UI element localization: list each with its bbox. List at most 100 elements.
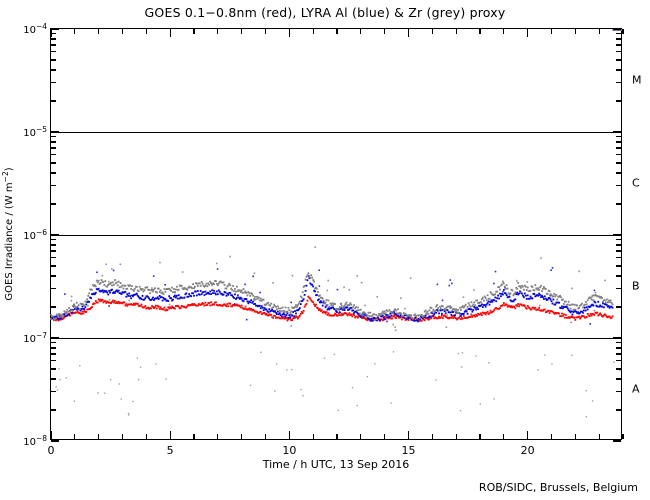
x-axis-tick-label: 0 [47, 444, 55, 457]
x-axis-tick-minor [241, 29, 243, 34]
y-axis-tick-minor [616, 347, 621, 349]
x-axis-tick-minor [479, 29, 481, 34]
x-axis-tick-minor [455, 29, 457, 34]
y-tick-mantissa: 10 [23, 25, 36, 37]
series-goes-0-1-0-8nm [50, 29, 623, 322]
y-axis-tick-label: 10−8 [23, 434, 47, 448]
y-axis-tick-major [51, 234, 59, 236]
x-axis-tick-minor [574, 434, 576, 439]
y-axis-tick-minor [51, 360, 56, 362]
y-axis-tick-label: 10−5 [23, 125, 47, 139]
y-tick-mantissa: 10 [23, 128, 36, 140]
y-axis-tick-minor [616, 51, 621, 53]
y-tick-mantissa: 10 [23, 231, 36, 243]
y-axis-tick-minor [51, 250, 56, 252]
x-axis-tick-major [407, 431, 410, 439]
x-axis-tick-minor [264, 434, 267, 439]
y-axis-tick-minor [51, 44, 56, 46]
x-axis-tick-minor [360, 29, 362, 34]
y-axis-tick-minor [51, 391, 56, 393]
y-tick-exponent: −4 [35, 21, 47, 31]
gridline [51, 338, 621, 339]
y-axis-tick-minor [51, 33, 56, 35]
x-axis-tick-major [527, 29, 529, 37]
y-axis-tick-minor [51, 257, 56, 259]
x-axis-tick-minor [74, 29, 76, 34]
x-axis-tick-minor [312, 29, 314, 34]
y-axis-tick-major [613, 131, 621, 133]
y-axis-tick-minor [616, 391, 621, 393]
y-axis-tick-minor [51, 378, 56, 380]
x-axis-tick-label: 20 [520, 444, 535, 457]
x-axis-tick-minor [336, 434, 338, 439]
y-axis-tick-minor [616, 368, 621, 370]
x-axis-tick-minor [98, 434, 100, 439]
y-axis-tick-minor [616, 185, 621, 187]
y-axis-tick-minor [616, 265, 621, 267]
y-axis-tick-minor [616, 44, 621, 46]
x-axis-tick-minor [98, 29, 100, 34]
y-axis-tick-minor [51, 265, 56, 267]
y-axis-tick-minor [616, 378, 621, 380]
y-tick-mantissa: 10 [23, 334, 36, 346]
y-axis-tick-minor [616, 147, 621, 149]
x-axis-tick-minor [74, 434, 76, 439]
gridline [51, 132, 621, 133]
x-axis-tick-minor [384, 434, 386, 439]
y-axis-tick-minor [616, 360, 621, 362]
x-axis-tick-minor [312, 434, 314, 439]
series-lyra-al [50, 29, 623, 325]
y-axis-tick-minor [616, 306, 621, 308]
x-axis-tick-label: 10 [282, 444, 297, 457]
y-axis-tick-major [613, 440, 621, 442]
x-axis-tick-minor [336, 29, 338, 34]
x-axis-tick-minor [193, 434, 195, 439]
x-axis-title: Time / h UTC, 13 Sep 2016 [262, 458, 410, 471]
x-axis-tick-label: 15 [401, 444, 416, 457]
x-axis-tick-major [50, 29, 52, 37]
flare-class-label-m: M [632, 73, 642, 87]
x-axis-tick-major [169, 29, 171, 37]
y-axis-tick-label: 10−7 [23, 331, 47, 345]
y-axis-tick-minor [616, 69, 621, 71]
y-axis-tick-label: 10−6 [23, 228, 47, 242]
x-axis-tick-major [527, 431, 529, 439]
y-axis-tick-minor [51, 69, 56, 71]
x-axis-tick-minor [217, 29, 219, 34]
x-axis-tick-minor [574, 29, 576, 34]
y-axis-tick-minor [51, 172, 56, 174]
x-axis-tick-minor [145, 29, 147, 34]
x-axis-tick-minor [622, 29, 624, 34]
x-axis-tick-minor [431, 29, 433, 34]
y-axis-tick-minor [51, 275, 56, 277]
y-axis-tick-minor [51, 38, 56, 40]
y-axis-tick-minor [51, 162, 56, 164]
y-axis-tick-minor [51, 353, 56, 355]
flare-class-label-c: C [632, 176, 640, 190]
y-axis-tick-minor [616, 162, 621, 164]
y-axis-tick-minor [51, 185, 56, 187]
x-axis-tick-major [288, 431, 290, 439]
y-axis-tick-minor [616, 257, 621, 259]
x-axis-tick-minor [217, 434, 219, 439]
x-axis-tick-minor [121, 434, 124, 439]
y-tick-exponent: −8 [35, 433, 47, 443]
y-axis-title-main: GOES Irradiance / (W m [4, 182, 16, 301]
y-axis-tick-minor [51, 203, 56, 205]
x-axis-tick-minor [503, 29, 505, 34]
flare-class-label-b: B [632, 279, 640, 293]
y-axis-title-tail: ) [4, 167, 16, 172]
y-axis-tick-minor [51, 306, 56, 308]
series-lyra-zr-proxy [50, 29, 623, 332]
x-axis-tick-minor [145, 434, 147, 439]
x-axis-tick-minor [479, 434, 481, 439]
y-axis-tick-minor [616, 172, 621, 174]
y-axis-tick-major [613, 337, 621, 339]
x-axis-tick-minor [193, 29, 195, 34]
y-axis-tick-minor [51, 51, 56, 53]
x-axis-tick-minor [431, 434, 433, 439]
y-axis-tick-minor [616, 38, 621, 40]
y-axis-tick-minor [51, 347, 56, 349]
x-axis-tick-minor [241, 434, 243, 439]
